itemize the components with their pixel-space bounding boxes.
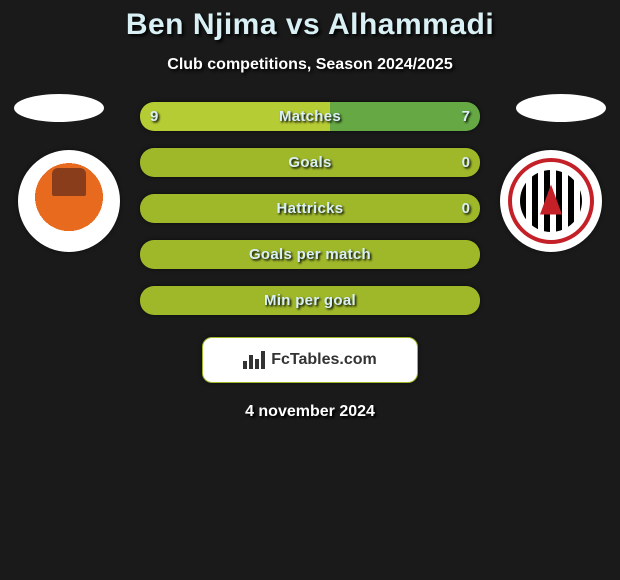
fctables-watermark: FcTables.com bbox=[202, 337, 418, 383]
stat-bar-label: Goals bbox=[140, 148, 480, 177]
stat-bar-label: Matches bbox=[140, 102, 480, 131]
bar-chart-icon bbox=[243, 351, 265, 369]
stat-bar-p2-value: 0 bbox=[462, 194, 470, 223]
stat-bar: Goals0 bbox=[140, 148, 480, 177]
stat-bar-p1-value: 9 bbox=[150, 102, 158, 131]
stat-bars: Matches97Goals0Hattricks0Goals per match… bbox=[140, 102, 480, 315]
aljazira-badge-icon bbox=[508, 158, 594, 244]
chart-area: Matches97Goals0Hattricks0Goals per match… bbox=[0, 102, 620, 421]
ajman-badge-icon bbox=[30, 162, 108, 240]
stat-bar-label: Goals per match bbox=[140, 240, 480, 269]
snapshot-date: 4 november 2024 bbox=[0, 403, 620, 421]
stat-bar: Goals per match bbox=[140, 240, 480, 269]
stat-bar: Matches9 7 bbox=[140, 102, 480, 131]
page-subtitle: Club competitions, Season 2024/2025 bbox=[0, 56, 620, 74]
stat-bar-p2-value: 7 bbox=[462, 102, 470, 131]
player1-club-badge bbox=[18, 150, 120, 252]
comparison-widget: Ben Njima vs Alhammadi Club competitions… bbox=[0, 0, 620, 421]
stat-bar: Min per goal bbox=[140, 286, 480, 315]
stat-bar-p2-value: 0 bbox=[462, 148, 470, 177]
player2-silhouette bbox=[516, 94, 606, 122]
fctables-label: FcTables.com bbox=[271, 351, 377, 369]
player2-club-badge bbox=[500, 150, 602, 252]
player1-silhouette bbox=[14, 94, 104, 122]
stat-bar: Hattricks0 bbox=[140, 194, 480, 223]
stat-bar-label: Min per goal bbox=[140, 286, 480, 315]
stat-bar-label: Hattricks bbox=[140, 194, 480, 223]
page-title: Ben Njima vs Alhammadi bbox=[0, 8, 620, 42]
